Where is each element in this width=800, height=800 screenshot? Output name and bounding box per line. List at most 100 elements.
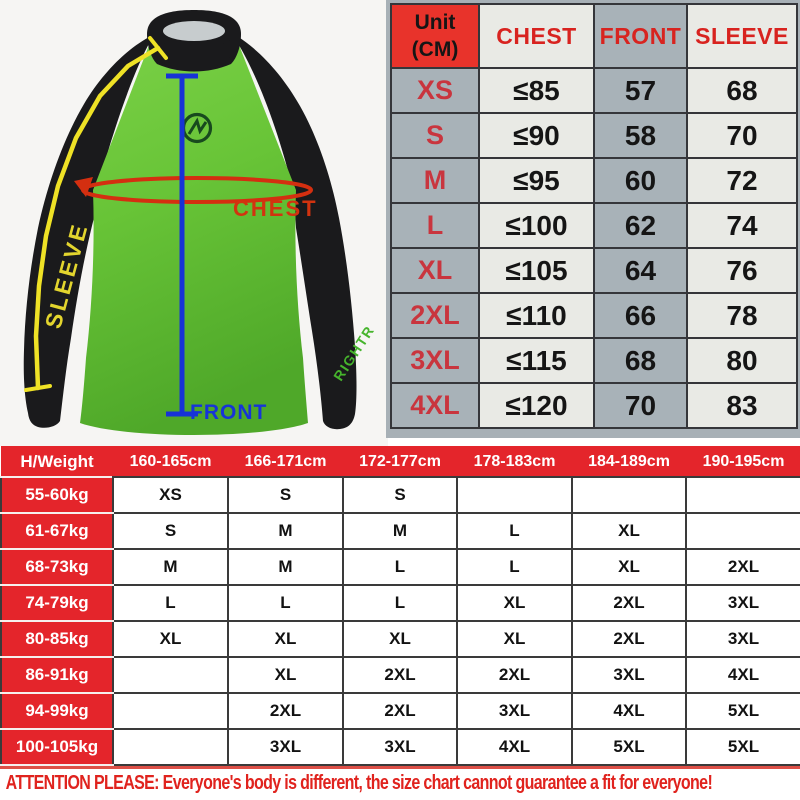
front-value: 64 — [593, 247, 688, 294]
fit-size-cell: L — [456, 512, 573, 550]
size-label: 4XL — [390, 382, 480, 429]
fit-size-cell: 4XL — [571, 692, 687, 730]
sleeve-value: 72 — [686, 157, 798, 204]
size-table-row: 2XL ≤110 66 78 — [390, 292, 798, 339]
fit-table-row: 100-105kg 3XL 3XL 4XL 5XL 5XL — [0, 728, 800, 766]
sleeve-measure-line — [24, 36, 168, 392]
front-value: 66 — [593, 292, 688, 339]
chest-value: ≤90 — [478, 112, 595, 159]
unit-label-line1: Unit — [414, 10, 456, 34]
fit-table-header-row: H/Weight 160-165cm 166-171cm 172-177cm 1… — [0, 446, 800, 478]
height-weight-fit-table: H/Weight 160-165cm 166-171cm 172-177cm 1… — [0, 446, 800, 766]
chest-value: ≤95 — [478, 157, 595, 204]
fit-size-cell: L — [227, 584, 344, 622]
sleeve-value: 80 — [686, 337, 798, 384]
size-table-row: L ≤100 62 74 — [390, 202, 798, 249]
sleeve-value: 70 — [686, 112, 798, 159]
fit-size-cell: S — [112, 512, 229, 550]
weight-label: 74-79kg — [0, 584, 114, 622]
front-value: 57 — [593, 67, 688, 114]
chest-measure-ellipse — [74, 176, 313, 204]
fit-size-cell: M — [227, 548, 344, 586]
product-figure-area: SLEEVE CHEST FRONT RIGHTR — [0, 0, 388, 446]
size-label: XS — [390, 67, 480, 114]
fit-size-cell: 3XL — [456, 692, 573, 730]
chest-column-header: CHEST — [478, 3, 595, 69]
fit-size-cell: 3XL — [342, 728, 458, 766]
size-table-row: 3XL ≤115 68 80 — [390, 337, 798, 384]
fit-table-row: 86-91kg XL 2XL 2XL 3XL 4XL — [0, 656, 800, 694]
height-column-header: 178-183cm — [456, 446, 573, 478]
fit-size-cell: L — [112, 584, 229, 622]
fit-size-cell: 2XL — [571, 584, 687, 622]
fit-size-cell: M — [227, 512, 344, 550]
fit-size-cell: 2XL — [571, 620, 687, 658]
fit-table-row: 94-99kg 2XL 2XL 3XL 4XL 5XL — [0, 692, 800, 730]
fit-size-cell: 5XL — [571, 728, 687, 766]
size-label: L — [390, 202, 480, 249]
chest-value: ≤110 — [478, 292, 595, 339]
fit-size-cell: 2XL — [685, 548, 800, 586]
fit-size-cell: 5XL — [685, 728, 800, 766]
size-table-header-row: Unit (CM) CHEST FRONT SLEEVE — [390, 3, 798, 69]
right-sleeve-shape — [237, 36, 357, 430]
chest-value: ≤115 — [478, 337, 595, 384]
sleeve-value: 76 — [686, 247, 798, 294]
front-measure-label: FRONT — [190, 401, 267, 424]
weight-label: 100-105kg — [0, 728, 114, 766]
fit-table-row: 80-85kg XL XL XL XL 2XL 3XL — [0, 620, 800, 658]
front-value: 60 — [593, 157, 688, 204]
unit-label-line2: (CM) — [411, 38, 459, 61]
fit-size-cell — [112, 728, 229, 766]
fit-size-cell: 5XL — [685, 692, 800, 730]
fit-size-cell — [571, 476, 687, 514]
fit-size-cell: 3XL — [227, 728, 344, 766]
fit-size-cell: L — [342, 584, 458, 622]
fit-table-row: 61-67kg S M M L XL — [0, 512, 800, 550]
weight-label: 86-91kg — [0, 656, 114, 694]
weight-label: 61-67kg — [0, 512, 114, 550]
size-table-row: S ≤90 58 70 — [390, 112, 798, 159]
size-chart-table: Unit (CM) CHEST FRONT SLEEVE XS ≤85 57 6… — [390, 3, 798, 429]
fit-size-cell: 3XL — [685, 620, 800, 658]
torso-shape — [80, 40, 308, 435]
fit-size-cell — [685, 476, 800, 514]
fit-size-cell: S — [227, 476, 344, 514]
fit-size-cell: L — [342, 548, 458, 586]
weight-label: 94-99kg — [0, 692, 114, 730]
chest-measure-label: CHEST — [233, 196, 318, 221]
height-column-header: 160-165cm — [112, 446, 229, 478]
chest-value: ≤85 — [478, 67, 595, 114]
size-label: 3XL — [390, 337, 480, 384]
collar-inner — [163, 21, 225, 41]
fit-size-cell: 2XL — [227, 692, 344, 730]
weight-label: 55-60kg — [0, 476, 114, 514]
front-value: 58 — [593, 112, 688, 159]
height-column-header: 184-189cm — [571, 446, 687, 478]
fit-table-row: 55-60kg XS S S — [0, 476, 800, 514]
front-column-header: FRONT — [593, 3, 688, 69]
size-table-row: 4XL ≤120 70 83 — [390, 382, 798, 429]
sleeve-column-header: SLEEVE — [686, 3, 798, 69]
fit-size-cell: XL — [227, 620, 344, 658]
size-label: S — [390, 112, 480, 159]
fit-size-cell: 2XL — [456, 656, 573, 694]
fit-size-cell: S — [342, 476, 458, 514]
chest-value: ≤105 — [478, 247, 595, 294]
fit-size-cell: 2XL — [342, 656, 458, 694]
sleeve-value: 68 — [686, 67, 798, 114]
fit-size-cell: XL — [456, 584, 573, 622]
rashguard-illustration: SLEEVE CHEST FRONT RIGHTR — [23, 10, 378, 435]
left-sleeve-shape — [23, 36, 152, 428]
chest-value: ≤120 — [478, 382, 595, 429]
fit-size-cell: L — [456, 548, 573, 586]
height-column-header: 166-171cm — [227, 446, 344, 478]
front-value: 68 — [593, 337, 688, 384]
fit-size-cell: 4XL — [456, 728, 573, 766]
size-table-row: M ≤95 60 72 — [390, 157, 798, 204]
unit-header-cell: Unit (CM) — [390, 3, 480, 69]
size-label: 2XL — [390, 292, 480, 339]
chest-value: ≤100 — [478, 202, 595, 249]
fit-size-cell: XS — [112, 476, 229, 514]
weight-label: 80-85kg — [0, 620, 114, 658]
